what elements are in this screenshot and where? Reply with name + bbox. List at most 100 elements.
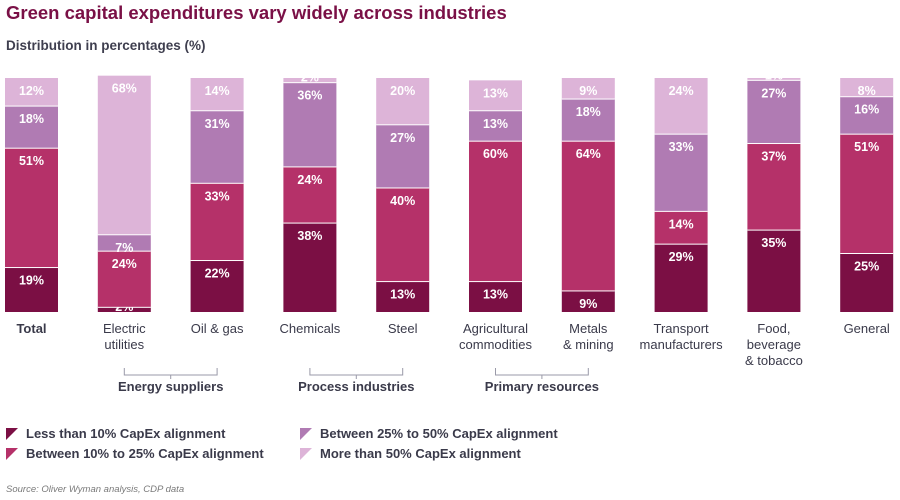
bar-separator-4-3 [376,124,430,126]
bar-label-9-3: 8% [858,84,876,98]
source-note: Source: Oliver Wyman analysis, CDP data [6,484,185,495]
bar-label-6-1: 64% [576,147,601,161]
bar-separator-3-3 [283,82,337,84]
bar-label-0-1: 51% [19,154,44,168]
category-label-1-0: Electric [103,321,146,336]
category-label-6-0: Metals [569,321,608,336]
bar-label-2-0: 22% [205,267,230,281]
bar-label-0-3: 12% [19,84,44,98]
bar-separator-6-1 [561,290,615,292]
category-label-0-0: Total [16,321,46,336]
bar-segment-8-0 [747,230,801,312]
bar-label-6-0: 9% [579,297,597,311]
bar-label-8-1: 37% [761,150,786,164]
legend-swatch-lt10 [6,428,18,440]
bar-separator-1-1 [97,306,151,308]
bar-segment-8-2 [747,80,801,144]
bar-label-1-1: 24% [112,257,137,271]
bar-label-2-3: 14% [205,84,230,98]
bar-separator-1-2 [97,250,151,252]
bar-label-8-2: 27% [761,86,786,100]
group-bracket-1 [309,368,404,379]
category-label-4-0: Steel [388,321,418,336]
bar-separator-7-1 [654,243,708,245]
category-label-5-1: commodities [459,337,532,352]
category-label-3-0: Chemicals [280,321,341,336]
bar-label-0-0: 19% [19,274,44,288]
legend-swatch-10to25 [6,448,18,460]
bar-label-8-3: 1% [765,68,783,82]
bar-segment-9-3 [840,78,894,97]
category-label-5-0: Agricultural [463,321,528,336]
bar-segment-2-1 [190,183,244,261]
category-label-1-1: utilities [104,337,144,352]
bar-segment-6-1 [561,141,615,291]
bar-segment-1-3 [97,75,151,235]
bar-separator-7-2 [654,210,708,212]
bar-label-5-3: 13% [483,86,508,100]
bar-separator-6-2 [561,140,615,142]
bar-separator-9-2 [840,133,894,135]
legend-item-gt50: More than 50% CapEx alignment [300,446,521,461]
bar-label-4-0: 13% [390,288,415,302]
group-label-0: Energy suppliers [118,379,223,394]
bar-segment-7-1 [654,211,708,245]
bar-label-1-3: 68% [112,82,137,96]
bar-label-4-3: 20% [390,84,415,98]
bar-segment-1-0 [97,307,151,312]
bar-label-5-2: 13% [483,117,508,131]
category-label-8-1: beverage [747,337,801,352]
bar-segment-8-3 [747,78,801,81]
bar-separator-0-3 [5,105,58,107]
bar-separator-8-1 [747,229,801,231]
bar-label-9-0: 25% [854,260,879,274]
bar-separator-8-3 [747,79,801,81]
bar-segment-7-2 [654,134,708,212]
bar-separator-3-1 [283,222,337,224]
category-label-9-0: General [844,321,890,336]
bar-separator-2-1 [190,260,244,262]
bar-separator-8-2 [747,143,801,145]
bar-label-2-1: 33% [205,189,230,203]
legend-label-25to50: Between 25% to 50% CapEx alignment [320,426,558,441]
bar-label-5-0: 13% [483,288,508,302]
legend-label-10to25: Between 10% to 25% CapEx alignment [26,446,264,461]
bar-label-8-0: 35% [761,236,786,250]
bar-segment-0-0 [5,267,58,312]
bar-segment-2-3 [190,78,244,111]
legend-swatch-gt50 [300,448,312,460]
bar-segment-6-3 [561,78,615,100]
bar-segment-5-3 [469,80,522,111]
bar-label-6-2: 18% [576,105,601,119]
bar-segment-7-3 [654,78,708,135]
stacked-bar-chart: 19% 51% 18% 12% Total 2% 24% 7% 68% Electricutili… [5,68,894,394]
legend-item-10to25: Between 10% to 25% CapEx alignment [6,446,264,461]
chart-subtitle: Distribution in percentages (%) [6,38,206,53]
bar-separator-4-2 [376,187,430,189]
bar-label-7-3: 24% [669,84,694,98]
bar-separator-5-3 [469,110,522,112]
bar-segment-5-1 [469,141,522,282]
bar-segment-1-1 [97,251,151,308]
group-bracket-2 [495,368,589,379]
bar-separator-3-2 [283,166,337,168]
bar-separator-9-3 [840,96,894,98]
bar-separator-5-1 [469,281,522,283]
bar-label-6-3: 9% [579,84,597,98]
bar-label-7-1: 14% [669,217,694,231]
bar-segment-7-0 [654,244,708,312]
bar-label-4-2: 27% [390,131,415,145]
bar-separator-5-2 [469,140,522,142]
bar-label-9-2: 16% [854,103,879,117]
bar-label-4-1: 40% [390,194,415,208]
bar-segment-9-0 [840,253,894,312]
bar-label-0-2: 18% [19,112,44,126]
bar-separator-6-3 [561,98,615,100]
bar-segment-0-3 [5,78,58,107]
bar-label-9-1: 51% [854,140,879,154]
legend-label-lt10: Less than 10% CapEx alignment [26,426,226,441]
category-label-7-0: Transport [654,321,710,336]
bar-label-3-0: 38% [297,229,322,243]
bar-segment-2-0 [190,260,244,312]
bar-separator-1-3 [97,234,151,236]
